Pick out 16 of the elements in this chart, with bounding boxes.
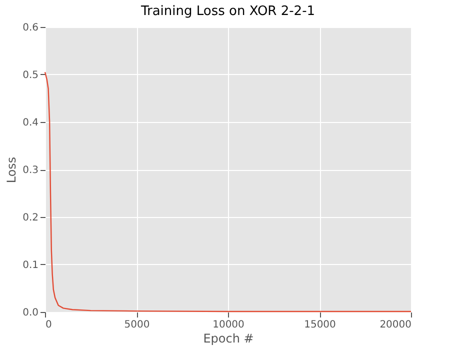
- y-tick-label: 0.6: [22, 22, 38, 34]
- y-tick-label: 0.3: [22, 165, 38, 176]
- line-series: [44, 72, 412, 312]
- y-tick-label: 0.0: [22, 308, 38, 318]
- x-tick-label: 0: [46, 320, 52, 330]
- y-tick-label: 0.5: [22, 70, 38, 81]
- y-tick-label: 0.1: [22, 260, 38, 271]
- x-tick-label: 5000: [124, 320, 150, 330]
- x-tick-label: 20000: [380, 320, 412, 330]
- y-tick-label: 0.4: [22, 118, 38, 128]
- x-axis-title: Epoch #: [203, 332, 254, 346]
- y-tick-label: 0.2: [22, 212, 38, 224]
- y-axis-title: Loss: [4, 156, 19, 184]
- chart-title: Training Loss on XOR 2-2-1: [140, 4, 316, 19]
- x-tick-label: 15000: [304, 320, 336, 330]
- x-tick-label: 10000: [212, 320, 244, 330]
